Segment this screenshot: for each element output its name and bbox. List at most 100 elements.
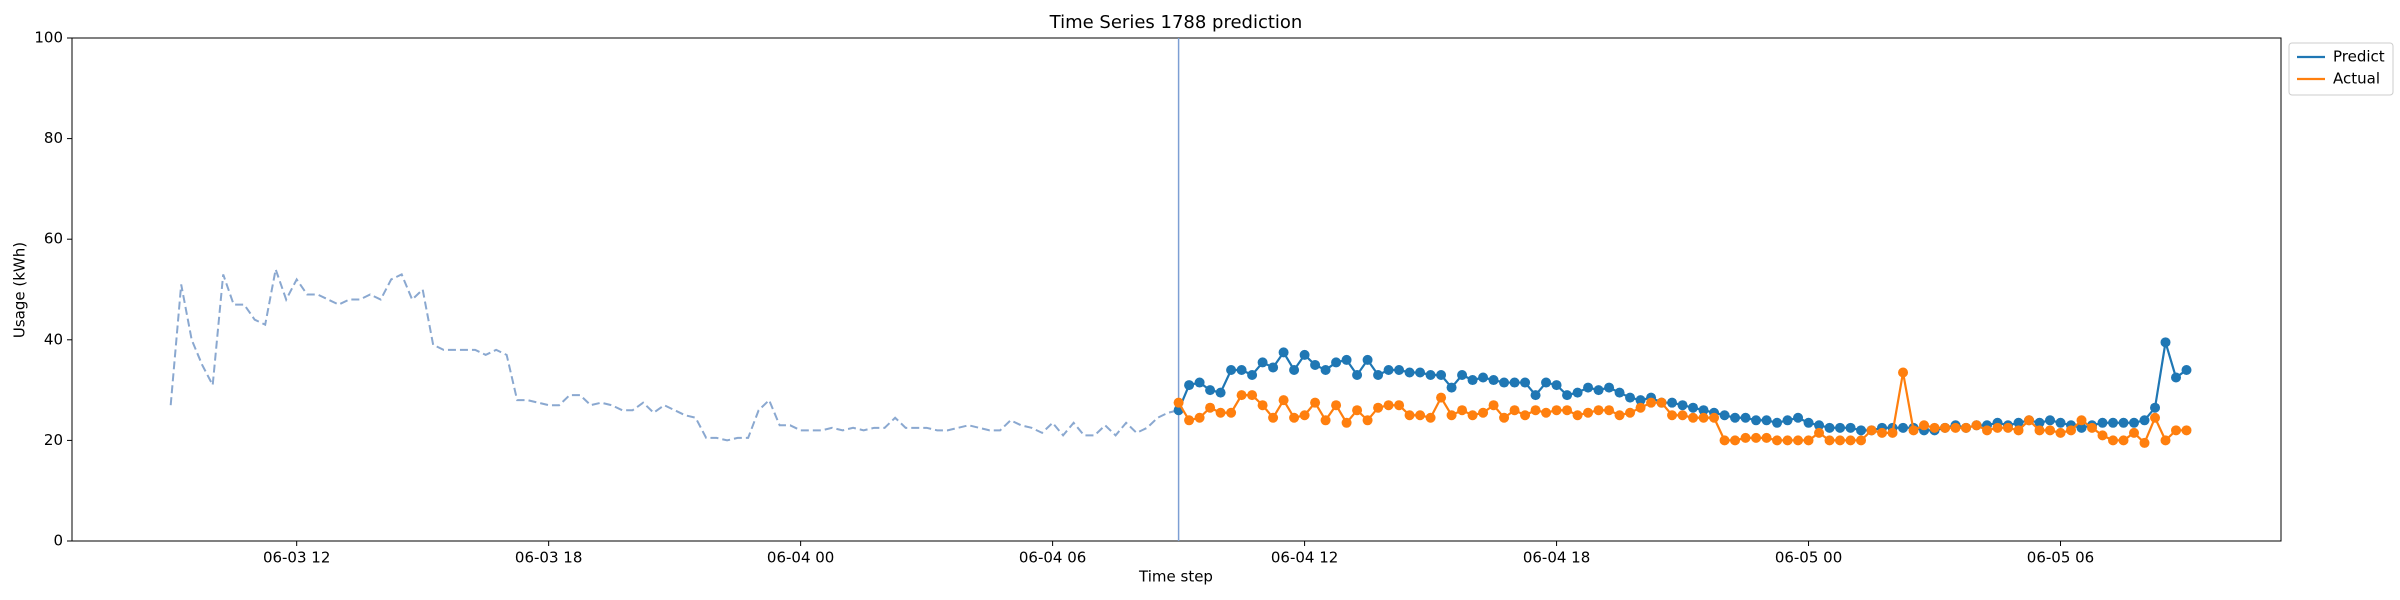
data-point [1499,377,1510,388]
data-point [1541,377,1552,388]
data-point [1425,412,1436,423]
x-tick-label: 06-03 18 [515,549,582,567]
data-point [1499,412,1510,423]
data-point [1845,435,1856,446]
data-point [1509,405,1520,416]
data-point [1541,407,1552,418]
data-point [1835,422,1846,433]
data-point [1761,415,1772,426]
data-point [1194,412,1205,423]
data-point [1289,412,1300,423]
data-point [1530,390,1541,401]
data-point [1929,422,1940,433]
data-point [1898,422,1909,433]
x-tick-label: 06-04 06 [1019,549,1086,567]
data-point [1425,370,1436,381]
data-point [2097,430,2108,441]
data-point [1488,375,1499,386]
data-point [1236,390,1247,401]
data-point [1877,427,1888,438]
data-point [2160,337,2171,348]
data-point [1247,390,1258,401]
data-point [1436,370,1447,381]
data-point [1856,425,1867,436]
data-point [1310,397,1321,408]
data-point [1961,422,1972,433]
data-point [1373,370,1384,381]
data-point [1215,387,1226,398]
data-point [1509,377,1520,388]
data-point [1656,397,1667,408]
chart-title: Time Series 1788 prediction [1049,12,1303,33]
x-tick-label: 06-04 12 [1271,549,1338,567]
data-point [1383,400,1394,411]
data-point [1551,380,1562,391]
data-point [1478,372,1489,383]
data-point [1698,412,1709,423]
data-point [1394,364,1405,375]
data-point [1940,422,1951,433]
data-point [1478,407,1489,418]
data-point [1751,415,1762,426]
data-point [1184,415,1195,426]
data-point [2108,435,2119,446]
data-point [1583,382,1594,393]
data-point [1352,405,1363,416]
data-point [1971,420,1982,431]
data-point [1898,367,1909,378]
data-point [2034,417,2045,428]
data-point [1709,412,1720,423]
data-point [1677,410,1688,421]
data-point [1772,435,1783,446]
data-point [2150,412,2161,423]
data-point [1814,420,1825,431]
data-point [1278,347,1289,358]
y-tick-label: 20 [44,431,63,449]
data-point [1761,432,1772,443]
data-point [1793,435,1804,446]
y-tick-label: 100 [34,29,63,47]
data-point [1583,407,1594,418]
data-point [1446,382,1457,393]
data-point [2129,417,2140,428]
data-point [1646,397,1657,408]
data-point [1257,400,1268,411]
data-point [1289,364,1300,375]
data-point [1268,362,1279,373]
data-point [1782,435,1793,446]
data-point [2055,427,2066,438]
data-point [2013,417,2024,428]
data-point [1667,397,1678,408]
legend-label: Actual [2333,70,2380,88]
data-point [1614,410,1625,421]
y-tick-label: 80 [44,129,63,147]
data-point [1730,435,1741,446]
data-point [2118,417,2129,428]
data-point [2013,425,2024,436]
x-axis-label: Time step [1138,568,1213,586]
data-point [1415,410,1426,421]
data-point [2108,417,2119,428]
data-point [1488,400,1499,411]
data-point [1530,405,1541,416]
data-point [1803,417,1814,428]
data-point [1247,370,1258,381]
data-point [1310,359,1321,370]
data-point [2076,422,2087,433]
data-point [1226,407,1237,418]
data-point [1278,395,1289,406]
data-point [1362,415,1373,426]
data-point [1667,410,1678,421]
data-point [1446,410,1457,421]
data-point [1299,349,1310,360]
data-point [1793,412,1804,423]
data-point [1992,422,2003,433]
x-tick-label: 06-05 06 [2027,549,2094,567]
data-point [1688,402,1699,413]
data-point [1677,400,1688,411]
data-point [1604,382,1615,393]
data-point [1740,432,1751,443]
data-point [2150,402,2161,413]
data-point [1635,395,1646,406]
